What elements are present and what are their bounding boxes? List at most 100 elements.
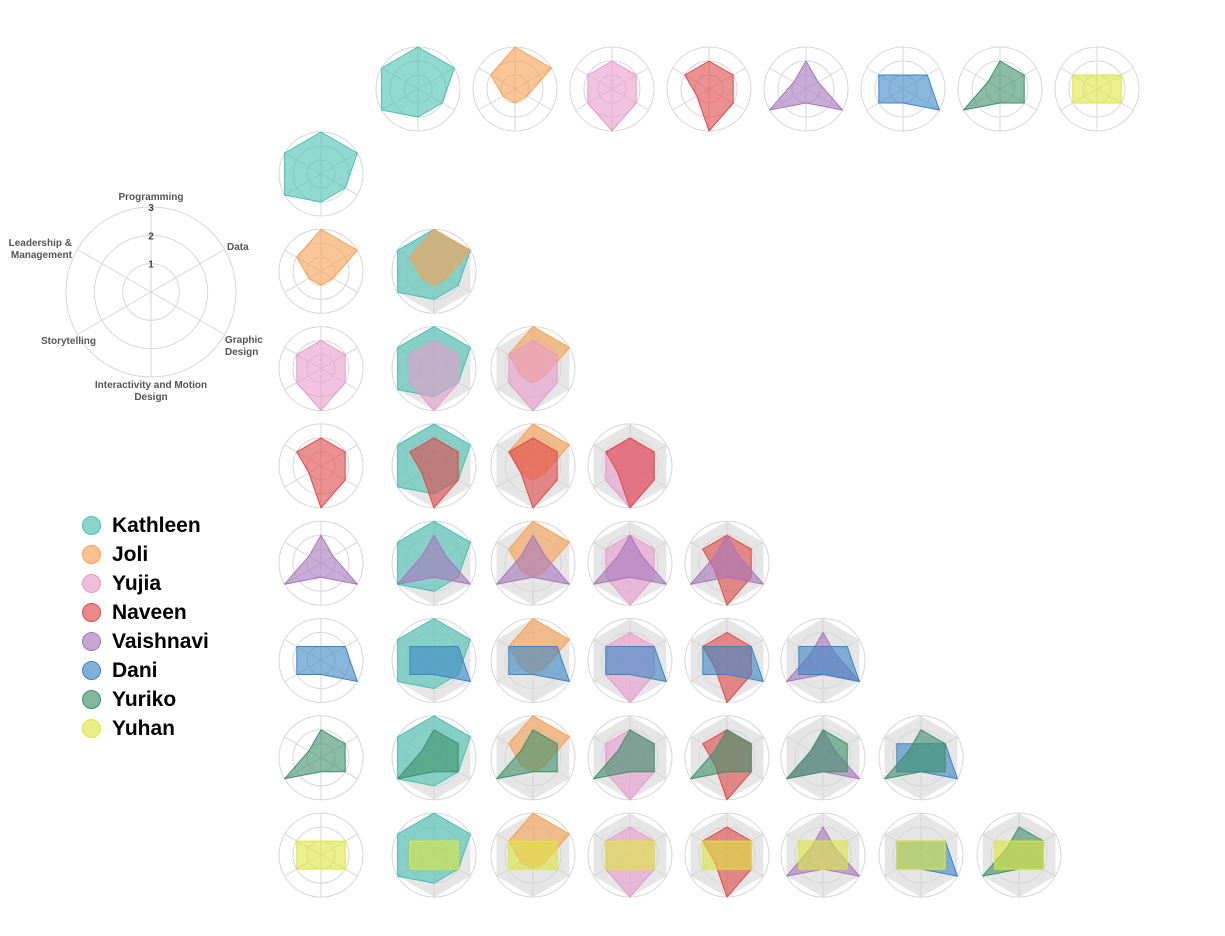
axis-label: Graphic Design xyxy=(225,335,263,358)
legend-label: Yuhan xyxy=(112,716,176,740)
pair-radar-yuriko-naveen xyxy=(684,715,770,801)
radar-shape-yuriko xyxy=(786,729,848,780)
radar-shape-yuhan xyxy=(508,840,558,870)
radar-shape-dani xyxy=(878,74,940,111)
radar-shape-dani xyxy=(798,646,860,682)
legend-item: Dani xyxy=(82,656,209,685)
axis-label: Programming xyxy=(118,192,183,203)
pair-radar-dani-yujia xyxy=(587,618,673,703)
top-radar-vaishnavi xyxy=(763,46,849,132)
pair-radar-naveen-joli xyxy=(490,423,576,509)
radar-shape-dani xyxy=(702,646,764,682)
legend-swatch xyxy=(82,603,101,622)
legend-swatch xyxy=(82,516,101,535)
pair-radar-naveen-kathleen xyxy=(391,423,477,509)
radar-shape-kathleen xyxy=(381,46,455,118)
legend-swatch xyxy=(82,545,101,564)
pair-radar-dani-vaishnavi xyxy=(780,618,866,703)
radar-shape-yuriko xyxy=(496,729,558,780)
radar-shape-yujia xyxy=(409,340,459,412)
radar-shape-naveen xyxy=(605,437,655,509)
legend-item: Kathleen xyxy=(82,511,209,540)
radar-shape-naveen xyxy=(296,437,346,509)
pair-radar-yuhan-vaishnavi xyxy=(780,812,866,898)
pair-radar-yuriko-dani xyxy=(878,715,964,801)
radar-shape-yuriko xyxy=(593,729,655,780)
radar-shape-vaishnavi xyxy=(690,534,764,585)
left-radar-joli xyxy=(278,228,364,314)
legend-swatch xyxy=(82,661,101,680)
pair-radar-yujia-joli xyxy=(490,326,576,412)
pair-radar-naveen-yujia xyxy=(587,423,673,509)
left-radar-dani xyxy=(278,618,364,703)
pair-radar-yuhan-yuriko xyxy=(976,812,1062,898)
radar-shape-joli xyxy=(490,46,552,104)
left-radar-kathleen xyxy=(278,131,364,217)
radar-shape-yuhan xyxy=(409,840,459,870)
legend: Kathleen Joli Yujia Naveen Vaishnavi Dani Yuri… xyxy=(82,511,209,743)
pair-radar-dani-naveen xyxy=(684,618,770,703)
pair-radar-yuriko-yujia xyxy=(587,715,673,801)
radar-shape-joli xyxy=(296,228,358,286)
pair-radar-dani-joli xyxy=(490,618,576,703)
top-radar-yuhan xyxy=(1054,46,1140,132)
pair-radar-yuriko-joli xyxy=(490,715,576,801)
left-radar-yujia xyxy=(278,326,364,412)
radar-shape-vaishnavi xyxy=(496,534,570,585)
radar-shape-naveen xyxy=(508,437,558,509)
radar-shape-vaishnavi xyxy=(593,534,667,585)
pair-radar-yuhan-joli xyxy=(490,812,576,898)
radar-shape-yujia xyxy=(508,340,558,412)
radar-shape-yuhan xyxy=(702,840,752,870)
top-radar-yujia xyxy=(569,46,655,132)
pair-radar-yuhan-dani xyxy=(878,812,964,898)
radar-shape-yuriko xyxy=(397,729,459,780)
tick-label: 2 xyxy=(148,231,154,242)
legend-label: Naveen xyxy=(112,600,187,624)
radar-shape-vaishnavi xyxy=(284,534,358,585)
legend-label: Yujia xyxy=(112,571,162,595)
radar-shape-yuriko xyxy=(884,729,946,780)
radar-shape-vaishnavi xyxy=(769,60,843,111)
legend-swatch xyxy=(82,632,101,651)
tick-label: 3 xyxy=(148,203,154,214)
radar-shape-yuhan xyxy=(296,840,346,870)
top-radar-kathleen xyxy=(375,46,461,132)
radar-shape-vaishnavi xyxy=(397,534,471,585)
radar-shape-naveen xyxy=(684,60,734,132)
radar-shape-dani xyxy=(296,646,358,682)
axis-label: Interactivity and Motion Design xyxy=(95,380,207,403)
top-radar-naveen xyxy=(666,46,752,132)
left-radar-vaishnavi xyxy=(278,520,364,606)
radar-shape-naveen xyxy=(409,437,459,509)
left-radar-yuriko xyxy=(278,715,364,801)
radar-shape-yuhan xyxy=(605,840,655,870)
pair-radar-vaishnavi-joli xyxy=(490,520,576,606)
pair-radar-vaishnavi-naveen xyxy=(684,520,770,606)
radar-shape-yuhan xyxy=(994,840,1044,870)
top-radar-yuriko xyxy=(957,46,1043,132)
radar-shape-dani xyxy=(409,646,471,682)
reference-spoke xyxy=(77,291,152,335)
pair-radar-yuhan-kathleen xyxy=(391,812,477,898)
radar-shape-yuhan xyxy=(798,840,848,870)
radar-shape-kathleen xyxy=(284,131,358,203)
legend-swatch xyxy=(82,690,101,709)
legend-label: Kathleen xyxy=(112,513,201,537)
reference-spoke xyxy=(77,249,152,293)
left-radar-naveen xyxy=(278,423,364,509)
radar-shape-dani xyxy=(508,646,570,682)
top-radar-joli xyxy=(472,46,558,132)
radar-shape-yuriko xyxy=(690,729,752,780)
radar-shape-yuriko xyxy=(284,729,346,780)
legend-item: Yujia xyxy=(82,569,209,598)
radar-shape-yujia xyxy=(296,340,346,412)
radar-shape-yuhan xyxy=(1072,74,1122,104)
pair-radar-yuriko-kathleen xyxy=(391,715,477,801)
legend-item: Naveen xyxy=(82,598,209,627)
radar-shape-yuriko xyxy=(963,60,1025,111)
pair-radar-joli-kathleen xyxy=(391,228,477,314)
pair-radar-yuhan-yujia xyxy=(587,812,673,898)
legend-swatch xyxy=(82,574,101,593)
